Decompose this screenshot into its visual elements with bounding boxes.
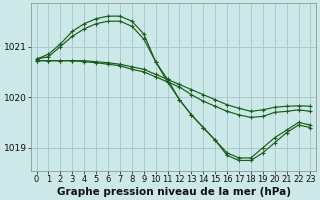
X-axis label: Graphe pression niveau de la mer (hPa): Graphe pression niveau de la mer (hPa) [57, 187, 291, 197]
